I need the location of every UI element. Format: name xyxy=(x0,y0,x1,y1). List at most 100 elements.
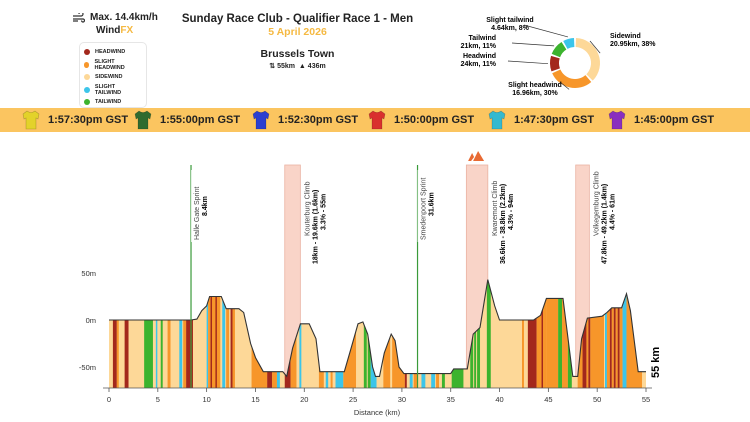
legend-dot-icon xyxy=(84,99,90,106)
jersey-time: 1:47:30pm GST xyxy=(514,114,595,126)
wind-segment-slight_headwind xyxy=(626,279,643,388)
wind-segment-slight_headwind xyxy=(183,279,187,388)
race-stats: ⇅ 55km ▲ 436m xyxy=(200,62,395,70)
jersey-icon xyxy=(488,110,506,130)
x-tick-label: 20 xyxy=(300,395,308,404)
climb-detail: 47.8km - 49.2km (1.4km) xyxy=(601,184,608,264)
wind-segment-headwind xyxy=(617,279,620,388)
donut-slice-headwind xyxy=(550,55,560,72)
jersey-time-item: 1:57:30pm GST xyxy=(22,108,128,132)
wind-segment-slight_tailwind xyxy=(222,279,226,388)
elevation-icon: ▲ xyxy=(298,63,306,70)
x-tick-label: 40 xyxy=(495,395,503,404)
jersey-time-item: 1:50:00pm GST xyxy=(368,108,474,132)
legend-label: HEADWIND xyxy=(95,49,126,56)
elevation-line xyxy=(109,279,646,378)
sprint-label: Halle Gate Sprint 8.4km xyxy=(191,170,211,242)
wind-segment-slight_headwind xyxy=(383,279,405,388)
wind-segment-slight_headwind xyxy=(232,279,235,388)
wind-segment-tailwind xyxy=(558,279,563,388)
wind-segment-slight_headwind xyxy=(606,279,610,388)
legend-item-sidewind: SIDEWIND xyxy=(84,71,142,84)
wind-segment-tailwind xyxy=(451,279,464,388)
wind-segment-headwind xyxy=(404,279,407,388)
jersey-icon xyxy=(252,110,270,130)
wind-segment-tailwind xyxy=(160,279,163,388)
legend-dot-icon xyxy=(84,74,90,81)
climb-stats: 4.4% - 61m xyxy=(609,194,616,230)
x-tick-label: 5 xyxy=(156,395,160,404)
x-tick-label: 30 xyxy=(398,395,406,404)
legend-dot-icon xyxy=(84,86,90,93)
wind-segment-headwind xyxy=(215,279,217,388)
wind-segment-slight_headwind xyxy=(536,279,547,388)
wind-segment-slight_tailwind xyxy=(299,279,302,388)
finish-distance-label: 55 km xyxy=(650,347,662,378)
jersey-icon xyxy=(608,110,626,130)
wind-segment-headwind xyxy=(613,279,616,388)
wind-segment-tailwind xyxy=(486,279,491,388)
race-title: Sunday Race Club - Qualifier Race 1 - Me… xyxy=(181,13,414,25)
race-location: Brussels Town xyxy=(260,48,335,60)
legend-item-slight_tailwind: SLIGHT TAILWIND xyxy=(84,84,142,97)
race-distance: 55km xyxy=(277,63,296,70)
wind-segment-slight_headwind xyxy=(330,279,333,388)
legend-label: SLIGHT TAILWIND xyxy=(94,83,122,96)
wind-segment-slight_tailwind xyxy=(604,279,607,388)
legend-label: SLIGHT HEADWIND xyxy=(94,58,125,71)
climb-detail: 36.6km - 38.8km (2.2km) xyxy=(500,184,507,264)
sprint-name: Halle Gate Sprint xyxy=(194,187,201,240)
wind-segment-slight_tailwind xyxy=(155,279,158,388)
wind-segment-slight_headwind xyxy=(619,279,623,388)
wind-segment-headwind xyxy=(267,279,273,388)
wind-segment-slight_headwind xyxy=(343,279,357,388)
wind-segment-slight_tailwind xyxy=(179,279,183,388)
y-tick-label: 0m xyxy=(86,316,96,325)
x-axis-label: Distance (km) xyxy=(354,408,401,417)
wind-segment-slight_tailwind xyxy=(206,279,209,388)
wind-segment-sidewind xyxy=(642,279,645,388)
climb-stats: 4.3% - 94m xyxy=(508,194,515,230)
legend-item-tailwind: TAILWIND xyxy=(84,96,142,109)
wind-segment-headwind xyxy=(124,279,129,388)
jersey-icon xyxy=(368,110,386,130)
wind-legend: HEADWIND SLIGHT HEADWIND SIDEWIND SLIGHT TA… xyxy=(79,42,147,108)
donut-value: 16.96km, 30% xyxy=(512,90,558,97)
y-tick-label: 50m xyxy=(81,269,96,278)
wind-segment-slight_headwind xyxy=(251,279,268,388)
donut-label: Slight headwind xyxy=(508,82,562,89)
donut-value: 6.21km, 11% xyxy=(460,43,497,50)
wind-segment-headwind xyxy=(582,279,587,388)
wind-segment-slight_tailwind xyxy=(622,279,627,388)
wind-segment-slight_headwind xyxy=(611,279,614,388)
wind-segment-slight_headwind xyxy=(546,279,559,388)
climb-name: Kouterburg Climb xyxy=(304,181,311,236)
wind-icon xyxy=(73,12,85,23)
wind-segment-headwind xyxy=(541,279,543,388)
wind-max-text: Max. 14.4km/h xyxy=(90,12,158,23)
jersey-icon xyxy=(134,110,152,130)
distance-icon: ⇅ xyxy=(269,63,276,70)
donut-label: Tailwind xyxy=(469,35,496,42)
jersey-time: 1:55:00pm GST xyxy=(160,114,241,126)
max-wind-speed: Max. 14.4km/h xyxy=(73,12,158,23)
wind-segment-headwind xyxy=(186,279,193,388)
wind-segment-headwind xyxy=(210,279,213,388)
donut-leader-line xyxy=(523,24,569,38)
wind-segment-slight_headwind xyxy=(226,279,230,388)
wind-segment-headwind xyxy=(609,279,612,388)
wind-segment-tailwind xyxy=(470,279,481,388)
jersey-time-item: 1:55:00pm GST xyxy=(134,108,240,132)
donut-label: Slight tailwind xyxy=(486,17,533,24)
x-tick-label: 35 xyxy=(447,395,455,404)
wind-segment-slight_headwind xyxy=(586,279,589,388)
wind-segment-tailwind xyxy=(441,279,445,388)
donut-leader-line xyxy=(507,60,549,65)
jersey-time-bar: 1:57:30pm GST 1:55:00pm GST 1:52:30pm GST 1… xyxy=(0,108,750,132)
donut-leader-line xyxy=(589,40,601,54)
donut-value: 4.64km, 8% xyxy=(491,25,530,32)
wind-segment-headwind xyxy=(588,279,591,388)
climb-label: Kouterburg Climb 18km - 19.6km (1.6km) 3.3… xyxy=(301,168,329,266)
wind-segment-slight_headwind xyxy=(167,279,171,388)
sprint-name: Smedenpoort Sprint xyxy=(421,178,428,240)
